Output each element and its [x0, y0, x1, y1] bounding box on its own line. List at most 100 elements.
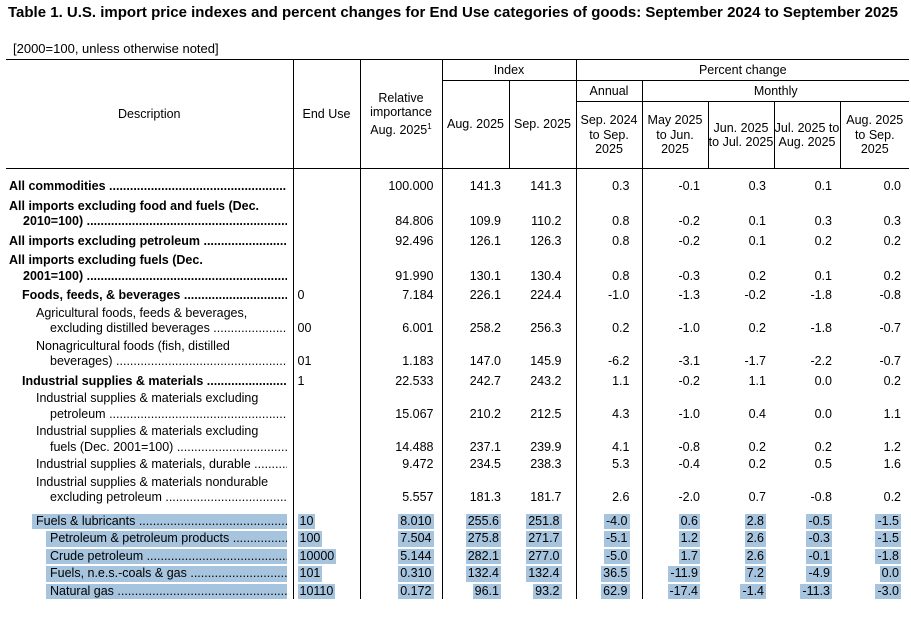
cell-value: 0: [297, 288, 305, 302]
row-description-label: Petroleum & petroleum products: [50, 531, 230, 545]
cell-value: 2.6: [744, 548, 766, 564]
cell-value: 101: [297, 566, 323, 582]
cell-value: 271.7: [526, 531, 562, 547]
cell-value: 0.2: [748, 439, 766, 454]
cell-m1: 1.2: [642, 529, 708, 547]
cell-m1: -17.4: [642, 582, 708, 599]
cell-value: -0.1: [678, 179, 700, 193]
row-description-line2: excluding petroleum: [50, 490, 162, 504]
cell-value: 282.1: [465, 548, 501, 564]
cell-sep: 243.2: [509, 369, 577, 389]
cell-aug: 275.8: [442, 529, 509, 547]
cell-value: -0.7: [879, 321, 902, 335]
cell-aug: 132.4: [442, 564, 509, 582]
cell-value: 109.9: [469, 214, 501, 228]
cell-ri: 6.001: [360, 303, 443, 337]
cell-value: 0.2: [814, 439, 832, 454]
cell-sep: 256.3: [509, 303, 577, 337]
row-description: Industrial supplies & materials, durable: [6, 455, 294, 473]
cell-m4: 0.2: [840, 249, 909, 284]
cell-value: 6.001: [402, 321, 434, 335]
cell-ri: 5.557: [360, 472, 443, 506]
cell-value: -1.7: [744, 354, 766, 368]
row-description: Fuels & lubricants: [6, 505, 294, 529]
cell-value: -6.2: [607, 354, 630, 368]
cell-value: 0.8: [612, 268, 630, 283]
cell-ann: 0.8: [576, 229, 643, 249]
cell-ri: 0.310: [360, 564, 443, 582]
row-description: Industrial supplies & materials nondurab…: [6, 472, 294, 506]
cell-value: 238.3: [530, 457, 562, 471]
cell-value: -3.1: [678, 354, 700, 368]
cell-m4: 1.1: [840, 389, 909, 422]
cell-m3: 0.0: [774, 370, 840, 390]
cell-aug: 126.1: [442, 230, 509, 250]
cell-value: -1.8: [810, 321, 832, 335]
cell-value: 15.067: [395, 406, 434, 421]
cell-ann: 0.3: [576, 168, 643, 195]
cell-m2: 0.7: [708, 473, 774, 506]
cell-ri: 84.806: [360, 194, 443, 230]
table-row: Crude petroleum 10000 5.144 282.1 277.0 -5.0 1…: [6, 546, 909, 564]
cell-m3: 0.5: [774, 455, 840, 473]
row-description: Industrial supplies & materials excludin…: [6, 422, 294, 455]
cell-aug: 130.1: [442, 249, 509, 284]
cell-value: 275.8: [465, 531, 501, 547]
cell-m3: -11.3: [774, 582, 840, 599]
cell-value: 0.3: [748, 179, 766, 193]
cell-sep: 126.3: [509, 229, 577, 249]
cell-value: 00: [297, 321, 312, 335]
table-row: All commodities 100.000 141.3 141.3 0.3 -0.1 0…: [6, 168, 909, 195]
cell-value: -1.0: [607, 288, 630, 302]
cell-value: 181.7: [530, 490, 562, 504]
cell-m2: 0.2: [708, 249, 774, 284]
cell-m3: -2.2: [774, 337, 840, 370]
cell-value: 132.4: [465, 566, 501, 582]
cell-value: -1.5: [875, 531, 902, 547]
row-description-label: Crude petroleum: [50, 548, 144, 563]
cell-value: 141.3: [530, 179, 562, 193]
row-description: Foods, feeds, & beverages: [6, 284, 294, 304]
row-description-line1: All imports excluding fuels (Dec.: [9, 253, 203, 267]
table-row: Petroleum & petroleum products 100 7.504 27…: [6, 529, 909, 547]
cell-m1: -1.0: [642, 389, 708, 422]
cell-value: 1.1: [748, 373, 766, 388]
header-month-3: Jul. 2025 to Aug. 2025: [774, 101, 841, 169]
cell-value: 0.1: [814, 268, 832, 283]
cell-value: -1.8: [875, 548, 902, 564]
cell-value: 2.8: [744, 513, 766, 529]
cell-aug: 147.0: [442, 337, 509, 370]
cell-eu: 1: [293, 369, 361, 389]
cell-m4: -1.5: [840, 506, 909, 529]
cell-value: 0.6: [678, 513, 700, 529]
cell-value: 0.1: [748, 214, 766, 228]
cell-ri: 8.010: [360, 505, 443, 529]
row-description: All imports excluding petroleum: [6, 229, 294, 249]
cell-m2: 0.3: [708, 169, 774, 195]
cell-ann: 0.2: [576, 303, 643, 337]
cell-value: 0.5: [814, 457, 832, 471]
cell-eu: 10: [293, 505, 361, 529]
cell-value: 0.8: [612, 233, 630, 248]
row-description-line2: beverages): [50, 354, 113, 368]
cell-value: 1.1: [612, 373, 630, 388]
cell-value: 1.183: [402, 354, 434, 368]
cell-m4: 0.3: [840, 195, 909, 230]
cell-aug: 258.2: [442, 304, 509, 337]
cell-m2: 0.1: [708, 230, 774, 250]
cell-value: -4.9: [806, 566, 832, 582]
table-row: Natural gas 10110 0.172 96.1 93.2 62.9 -17.4 -1…: [6, 581, 909, 599]
cell-value: -11.9: [668, 566, 700, 582]
cell-aug: 210.2: [442, 389, 509, 422]
cell-value: 8.010: [398, 513, 434, 529]
cell-m2: 0.2: [708, 422, 774, 455]
cell-value: 100: [297, 531, 323, 547]
cell-m3: 0.1: [774, 169, 840, 195]
cell-m2: -1.7: [708, 337, 774, 370]
header-relative-importance: Relative importance Aug. 20251: [360, 59, 443, 169]
cell-value: -0.2: [744, 288, 766, 302]
cell-value: -0.8: [678, 439, 700, 454]
cell-value: -0.5: [806, 513, 832, 529]
cell-aug: 242.7: [442, 370, 509, 390]
cell-m4: -0.7: [840, 304, 909, 337]
